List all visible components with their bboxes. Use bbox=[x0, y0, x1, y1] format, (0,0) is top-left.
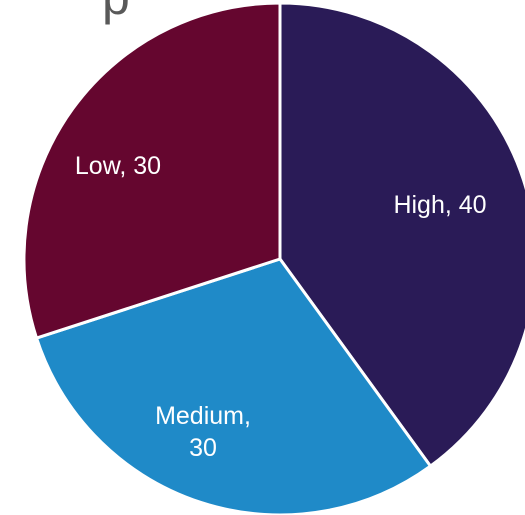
pie-slice-high bbox=[278, 1, 525, 468]
slice-label-high: High, 40 bbox=[393, 191, 486, 219]
slice-label-medium: Medium, 30 bbox=[155, 402, 251, 462]
cropped-title-fragment: p bbox=[102, 0, 130, 25]
slice-label-low: Low, 30 bbox=[75, 152, 161, 180]
pie-slice-medium bbox=[35, 257, 432, 515]
pie-labels: High, 40 Medium, 30 Low, 30 bbox=[75, 152, 487, 462]
pie-slices bbox=[22, 1, 525, 515]
slice-label-line: 30 bbox=[189, 434, 217, 462]
slice-label-line: High, 40 bbox=[393, 191, 486, 219]
slice-label-line: Medium, bbox=[155, 402, 251, 430]
pie-slice-low bbox=[22, 1, 282, 340]
slice-label-line: Low, 30 bbox=[75, 152, 161, 180]
